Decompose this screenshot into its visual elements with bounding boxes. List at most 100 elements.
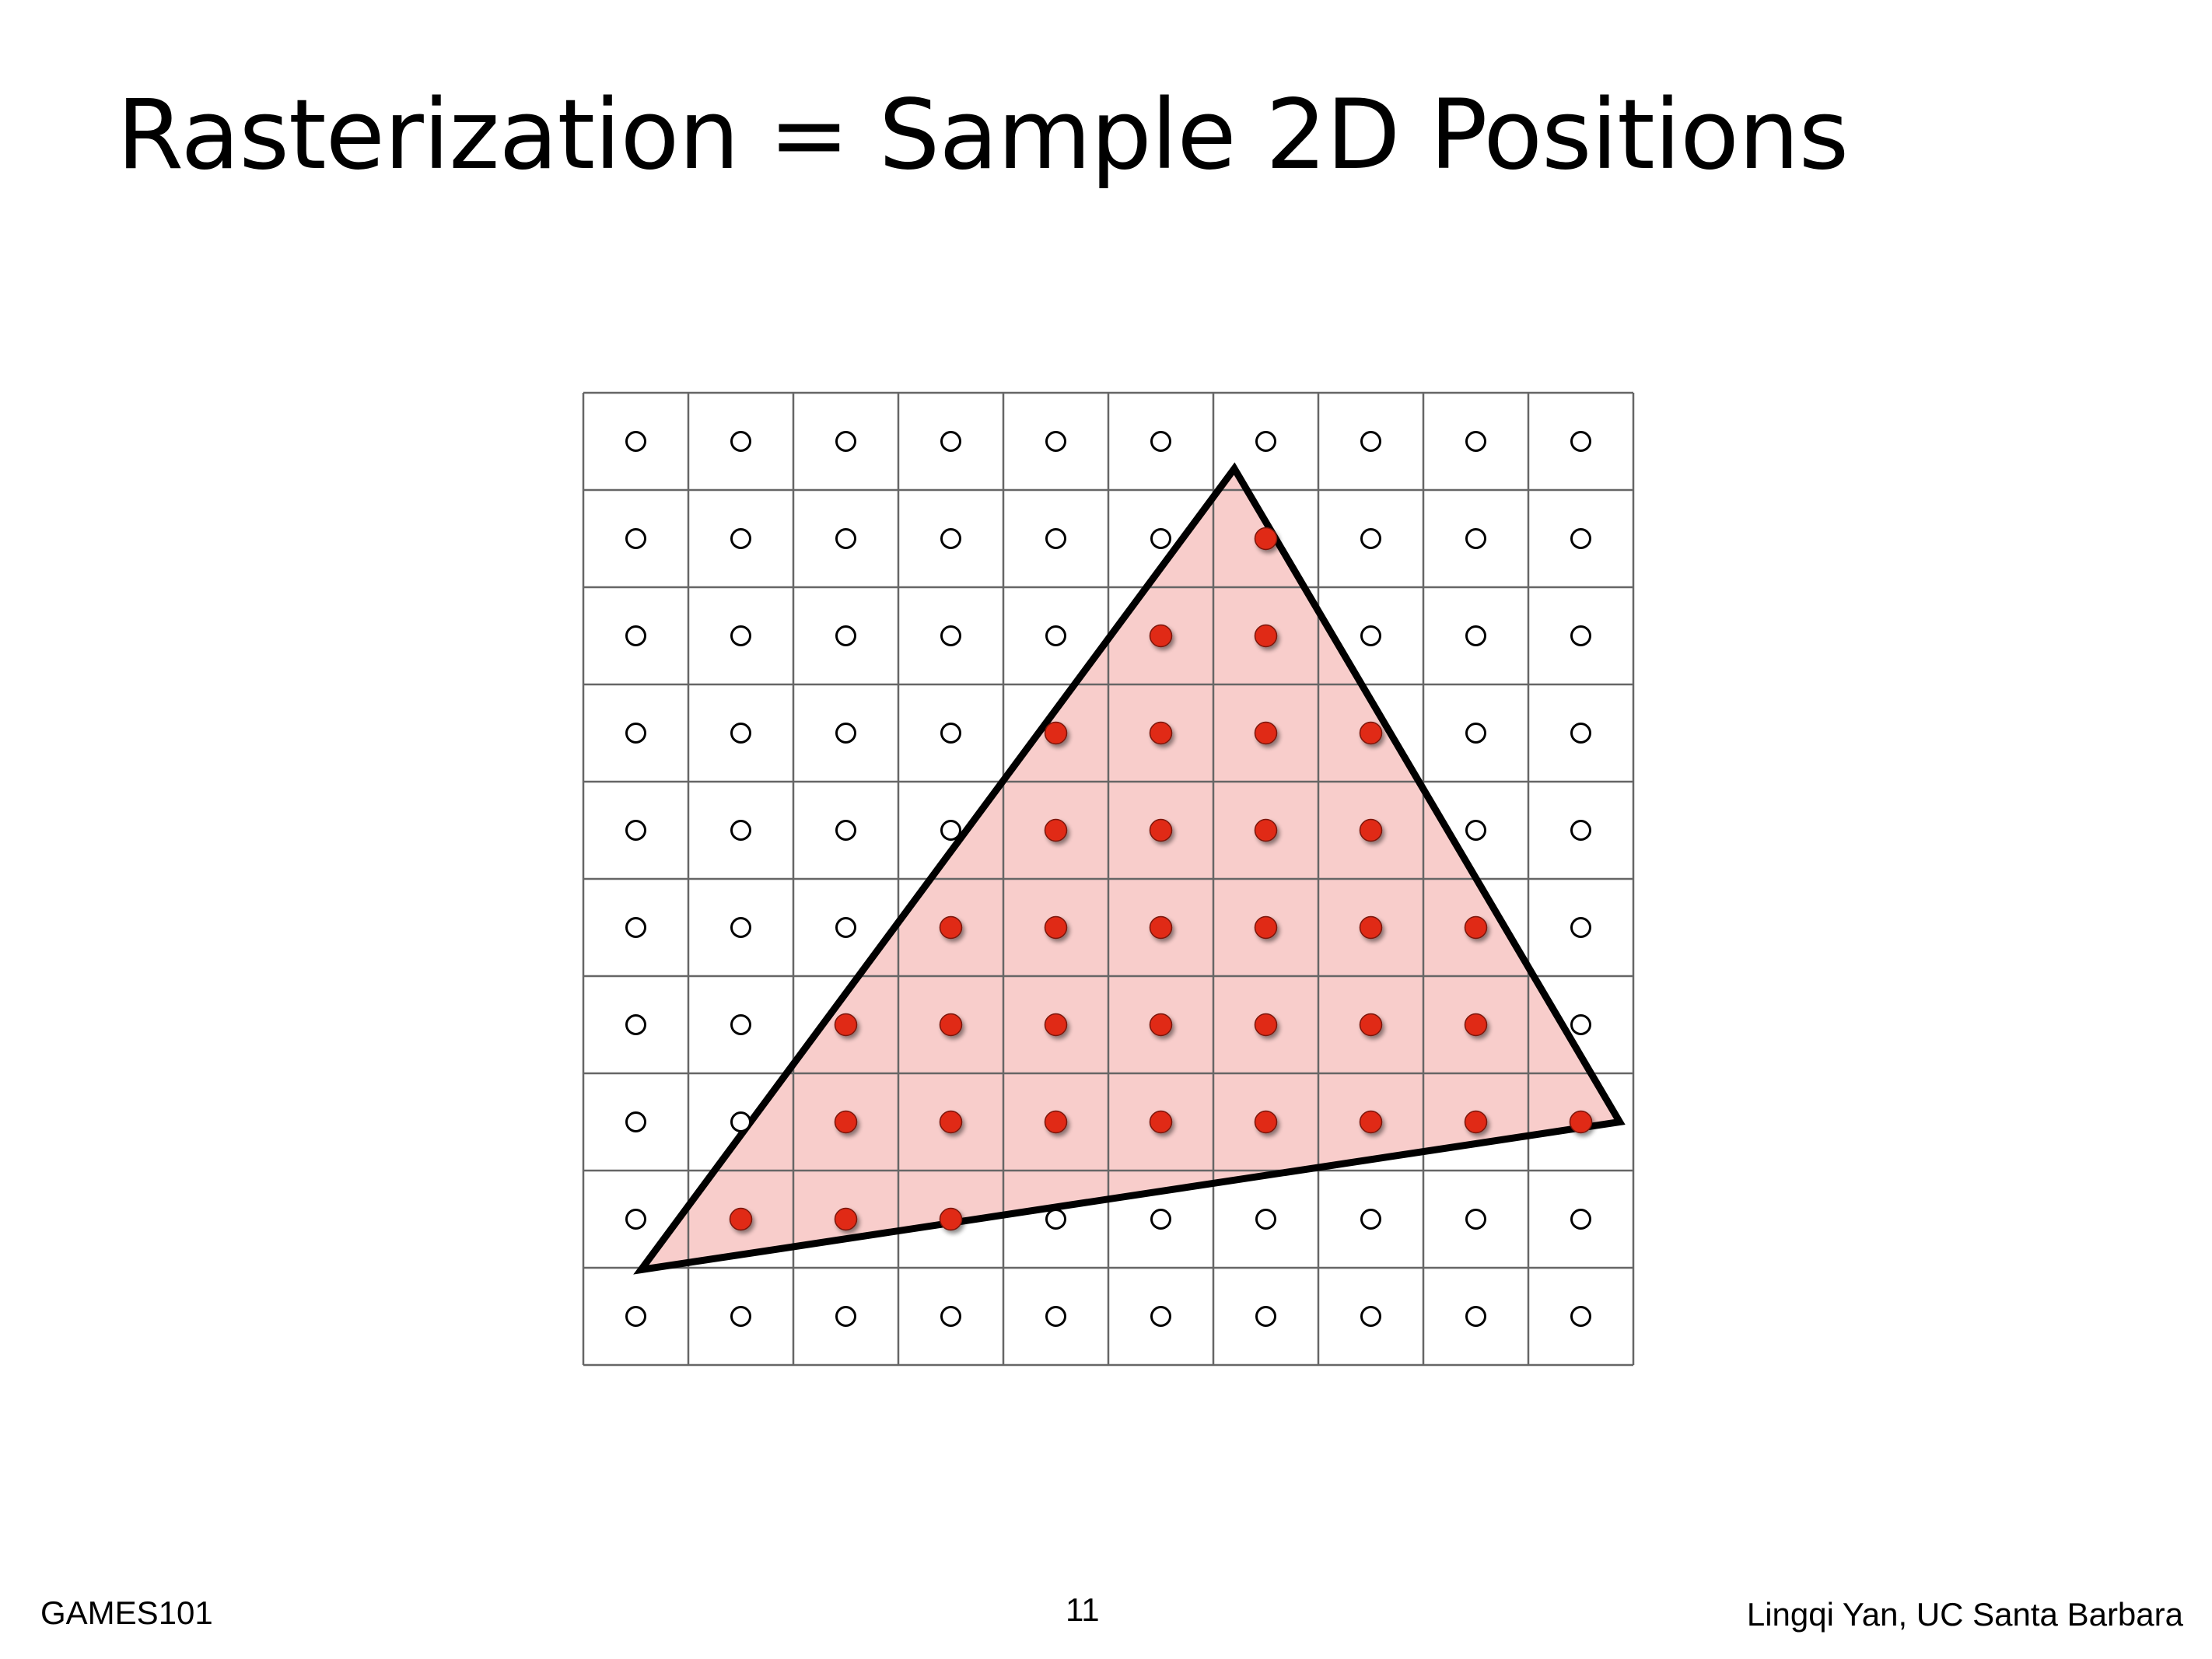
covered-sample-point <box>834 1207 858 1231</box>
uncovered-sample-point <box>1045 1209 1066 1230</box>
uncovered-sample-point <box>730 625 751 646</box>
uncovered-sample-point <box>625 1209 646 1230</box>
uncovered-sample-point <box>730 1306 751 1327</box>
uncovered-sample-point <box>1255 1306 1276 1327</box>
uncovered-sample-point <box>1045 431 1066 452</box>
uncovered-sample-point <box>1465 723 1486 744</box>
uncovered-sample-point <box>1360 1209 1381 1230</box>
uncovered-sample-point <box>1255 1209 1276 1230</box>
covered-sample-point <box>1359 915 1383 940</box>
uncovered-sample-point <box>730 820 751 841</box>
uncovered-sample-point <box>1570 917 1591 938</box>
covered-sample-point <box>1149 721 1173 745</box>
uncovered-sample-point <box>625 431 646 452</box>
covered-sample-point <box>1359 1013 1383 1037</box>
uncovered-sample-point <box>940 1306 961 1327</box>
covered-sample-point <box>1254 915 1278 940</box>
uncovered-sample-point <box>835 431 856 452</box>
uncovered-sample-point <box>1570 625 1591 646</box>
covered-sample-point <box>1359 721 1383 745</box>
covered-sample-point <box>1044 818 1068 842</box>
uncovered-sample-point <box>625 625 646 646</box>
covered-sample-point <box>1464 1013 1488 1037</box>
uncovered-sample-point <box>625 1014 646 1035</box>
uncovered-sample-point <box>835 723 856 744</box>
uncovered-sample-point <box>1570 528 1591 549</box>
covered-sample-point <box>1149 1013 1173 1037</box>
uncovered-sample-point <box>730 431 751 452</box>
uncovered-sample-point <box>835 528 856 549</box>
uncovered-sample-point <box>835 820 856 841</box>
covered-sample-point <box>939 1110 963 1134</box>
covered-sample-point <box>1044 1110 1068 1134</box>
uncovered-sample-point <box>730 528 751 549</box>
covered-sample-point <box>1569 1110 1593 1134</box>
uncovered-sample-point <box>1570 1209 1591 1230</box>
triangle-outline <box>633 462 1626 1275</box>
uncovered-sample-point <box>625 1306 646 1327</box>
uncovered-sample-point <box>625 917 646 938</box>
uncovered-sample-point <box>625 528 646 549</box>
uncovered-sample-point <box>1570 1306 1591 1327</box>
covered-sample-point <box>939 915 963 940</box>
covered-sample-point <box>1254 1110 1278 1134</box>
uncovered-sample-point <box>1150 431 1171 452</box>
pixel-grid <box>582 391 1635 1367</box>
uncovered-sample-point <box>1150 528 1171 549</box>
uncovered-sample-point <box>1360 625 1381 646</box>
page-number: 11 <box>1066 1591 1100 1628</box>
uncovered-sample-point <box>1045 1306 1066 1327</box>
covered-sample-point <box>1044 915 1068 940</box>
uncovered-sample-point <box>940 723 961 744</box>
uncovered-sample-point <box>1255 431 1276 452</box>
uncovered-sample-point <box>1045 625 1066 646</box>
uncovered-sample-point <box>730 1111 751 1132</box>
sample-points <box>625 431 1593 1327</box>
covered-sample-point <box>1359 1110 1383 1134</box>
uncovered-sample-point <box>1465 1306 1486 1327</box>
covered-sample-point <box>729 1207 753 1231</box>
uncovered-sample-point <box>835 917 856 938</box>
uncovered-sample-point <box>625 820 646 841</box>
covered-sample-point <box>1044 721 1068 745</box>
uncovered-sample-point <box>940 431 961 452</box>
author-credit: Lingqi Yan, UC Santa Barbara <box>1746 1596 2183 1633</box>
uncovered-sample-point <box>730 917 751 938</box>
covered-sample-point <box>1464 1110 1488 1134</box>
covered-sample-point <box>1149 1110 1173 1134</box>
uncovered-sample-point <box>730 1014 751 1035</box>
uncovered-sample-point <box>940 528 961 549</box>
uncovered-sample-point <box>1150 1209 1171 1230</box>
uncovered-sample-point <box>1465 820 1486 841</box>
uncovered-sample-point <box>1465 431 1486 452</box>
triangle-fill <box>641 468 1620 1270</box>
covered-sample-point <box>1149 818 1173 842</box>
covered-sample-point <box>834 1013 858 1037</box>
uncovered-sample-point <box>1360 1306 1381 1327</box>
covered-sample-point <box>1254 1013 1278 1037</box>
slide-title: Rasterization = Sample 2D Positions <box>117 79 1849 191</box>
uncovered-sample-point <box>835 1306 856 1327</box>
covered-sample-point <box>1254 721 1278 745</box>
uncovered-sample-point <box>1570 431 1591 452</box>
uncovered-sample-point <box>1570 1014 1591 1035</box>
uncovered-sample-point <box>1360 528 1381 549</box>
covered-sample-point <box>1254 527 1278 551</box>
uncovered-sample-point <box>1150 1306 1171 1327</box>
covered-sample-point <box>1149 915 1173 940</box>
covered-sample-point <box>1359 818 1383 842</box>
covered-sample-point <box>939 1207 963 1231</box>
uncovered-sample-point <box>1045 528 1066 549</box>
course-label: GAMES101 <box>40 1594 213 1631</box>
covered-sample-point <box>834 1110 858 1134</box>
uncovered-sample-point <box>625 723 646 744</box>
uncovered-sample-point <box>1360 431 1381 452</box>
uncovered-sample-point <box>1465 528 1486 549</box>
uncovered-sample-point <box>625 1111 646 1132</box>
uncovered-sample-point <box>1465 1209 1486 1230</box>
uncovered-sample-point <box>835 625 856 646</box>
covered-sample-point <box>1149 624 1173 648</box>
uncovered-sample-point <box>1570 723 1591 744</box>
covered-sample-point <box>1254 624 1278 648</box>
